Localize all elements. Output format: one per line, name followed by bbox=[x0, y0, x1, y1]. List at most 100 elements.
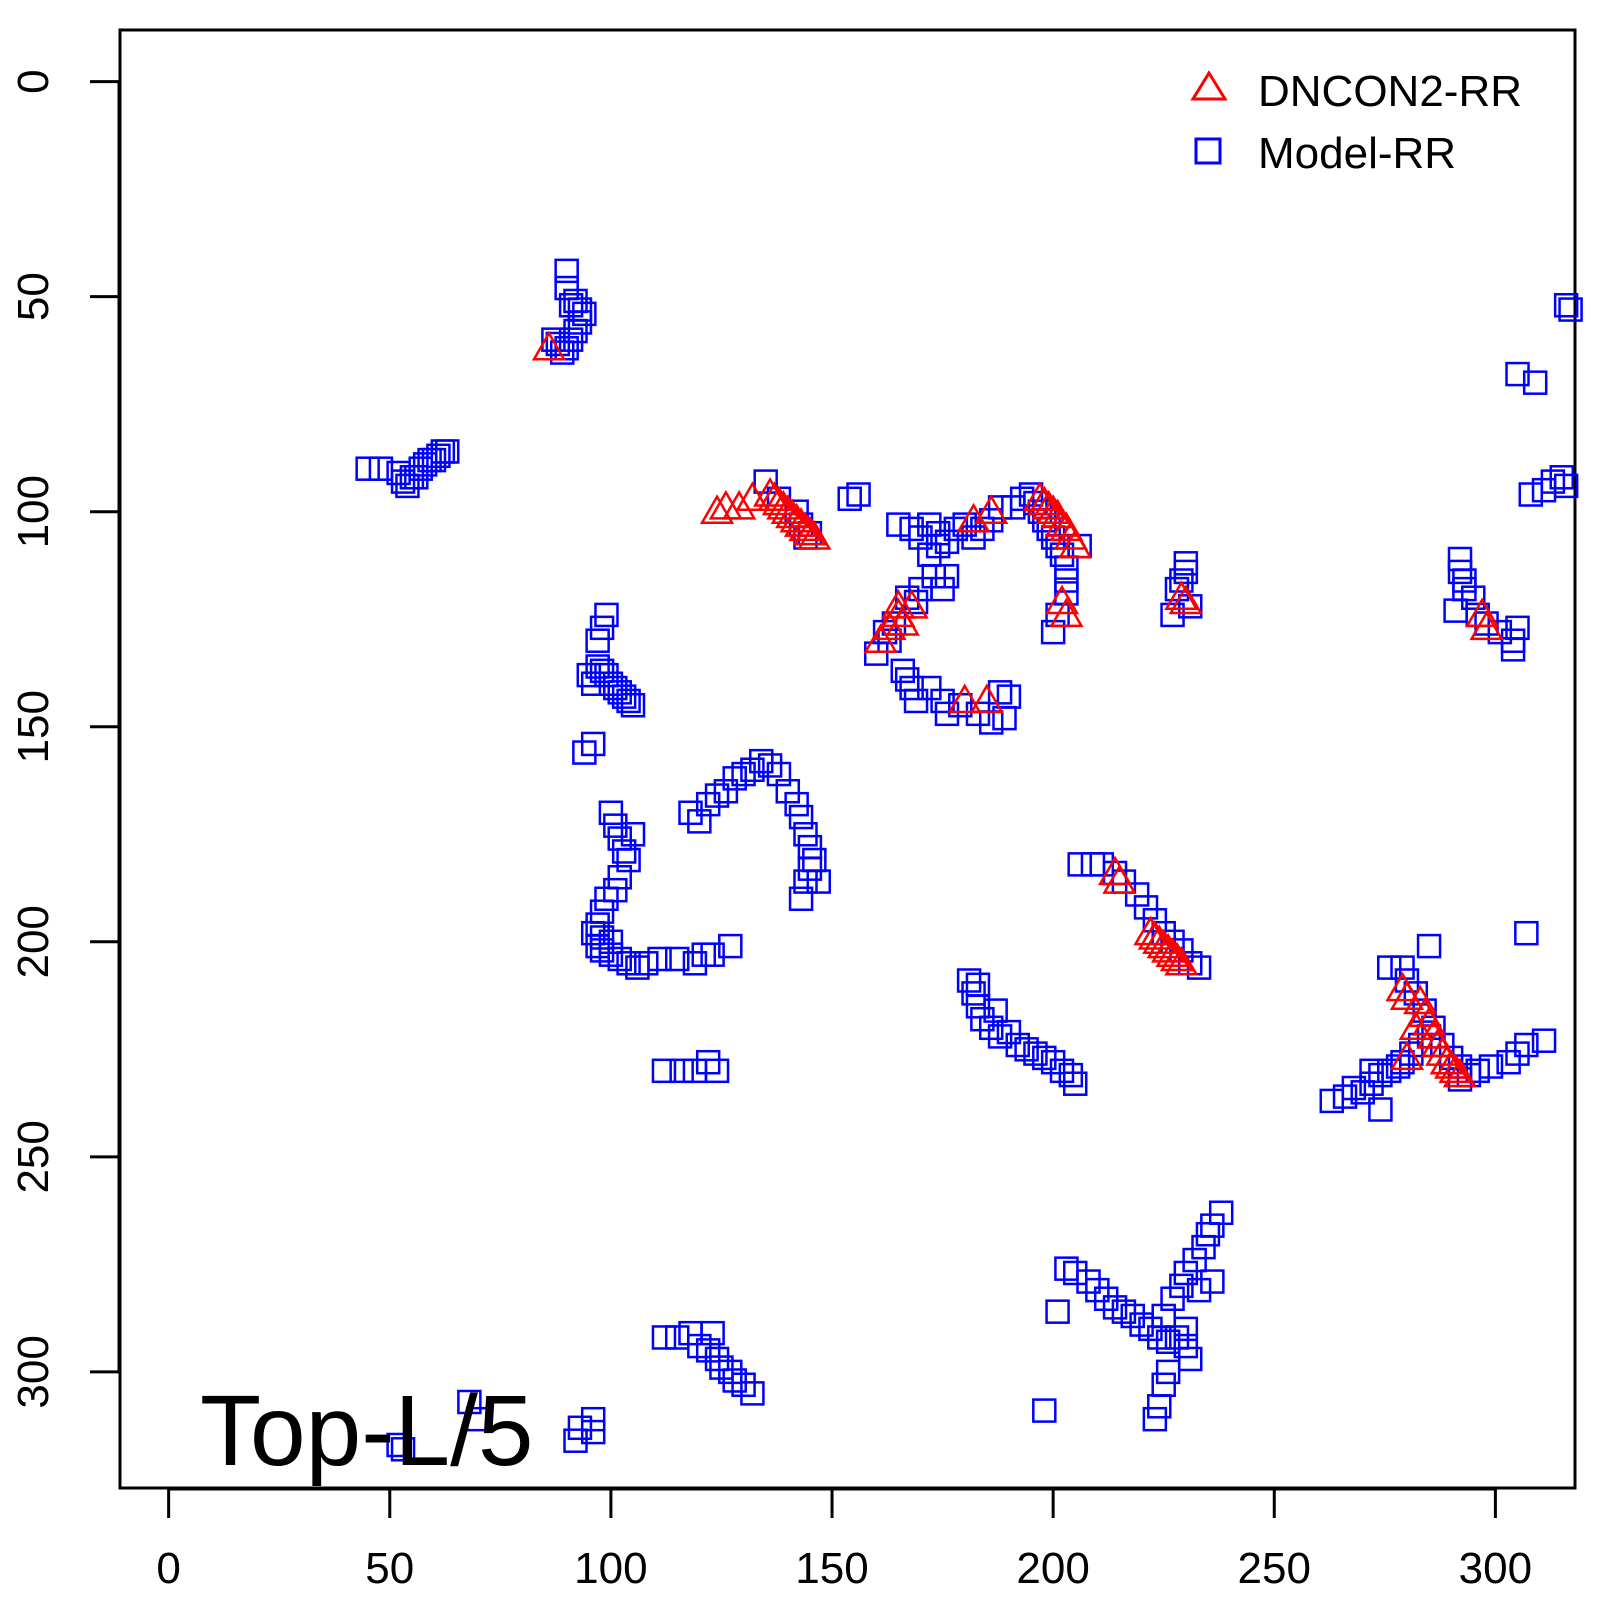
point-model-rr bbox=[695, 1049, 721, 1075]
point-dncon2-rr bbox=[947, 683, 982, 714]
point-model-rr bbox=[934, 563, 960, 589]
point-model-rr bbox=[386, 1432, 411, 1458]
point-model-rr bbox=[722, 766, 747, 791]
point-dncon2-rr bbox=[1442, 1057, 1478, 1088]
point-model-rr bbox=[457, 1389, 482, 1415]
point-dncon2-rr bbox=[894, 588, 929, 619]
point-model-rr bbox=[704, 1346, 730, 1372]
point-model-rr bbox=[1377, 1058, 1402, 1084]
point-model-rr bbox=[700, 1320, 725, 1346]
point-dncon2-rr bbox=[1049, 597, 1084, 628]
point-model-rr bbox=[930, 576, 955, 602]
point-model-rr bbox=[978, 1015, 1004, 1041]
point-model-rr bbox=[793, 822, 818, 847]
point-model-rr bbox=[930, 688, 955, 714]
point-model-rr bbox=[934, 701, 960, 727]
point-model-rr bbox=[1133, 895, 1159, 920]
point-model-rr bbox=[1518, 482, 1544, 507]
point-model-rr bbox=[908, 525, 933, 550]
point-model-rr bbox=[1093, 1286, 1119, 1312]
point-model-rr bbox=[1505, 361, 1530, 387]
y-tick-label: 200 bbox=[9, 905, 58, 978]
point-model-rr bbox=[695, 791, 721, 817]
point-model-rr bbox=[576, 662, 602, 688]
point-dncon2-rr bbox=[797, 520, 832, 550]
point-model-rr bbox=[691, 942, 717, 967]
point-dncon2-rr bbox=[1058, 528, 1093, 559]
point-model-rr bbox=[1487, 619, 1513, 645]
point-model-rr bbox=[1186, 1277, 1212, 1303]
point-model-rr bbox=[1049, 1058, 1075, 1084]
point-model-rr bbox=[934, 529, 960, 555]
point-model-rr bbox=[1076, 1269, 1101, 1294]
plot-frame bbox=[118, 28, 1577, 1490]
point-dncon2-rr bbox=[885, 606, 920, 636]
point-model-rr bbox=[1514, 920, 1539, 946]
point-model-rr bbox=[687, 809, 712, 834]
point-model-rr bbox=[921, 563, 946, 589]
point-model-rr bbox=[1403, 981, 1429, 1006]
point-model-rr bbox=[788, 804, 814, 830]
point-model-rr bbox=[408, 456, 433, 481]
point-model-rr bbox=[611, 684, 637, 709]
y-tick-label: 50 bbox=[9, 272, 58, 321]
point-model-rr bbox=[687, 1333, 712, 1359]
point-model-rr bbox=[753, 469, 778, 494]
point-model-rr bbox=[616, 688, 641, 714]
point-model-rr bbox=[651, 1058, 677, 1084]
legend-marker-model bbox=[1194, 137, 1222, 165]
point-model-rr bbox=[465, 1406, 491, 1432]
point-model-rr bbox=[589, 658, 615, 684]
point-model-rr bbox=[1195, 1221, 1221, 1247]
point-model-rr bbox=[1169, 568, 1194, 593]
point-model-rr bbox=[607, 946, 632, 972]
point-model-rr bbox=[784, 791, 809, 817]
point-model-rr bbox=[961, 525, 986, 550]
point-model-rr bbox=[1505, 1041, 1530, 1066]
point-model-rr bbox=[1063, 1260, 1088, 1286]
point-model-rr bbox=[1120, 1303, 1146, 1329]
point-dncon2-rr bbox=[1044, 584, 1080, 615]
x-axis: 0 50 100 150 200 250 300 bbox=[156, 1487, 1532, 1593]
point-model-rr bbox=[978, 508, 1004, 533]
point-model-rr bbox=[616, 847, 641, 873]
point-model-rr bbox=[749, 748, 774, 774]
point-model-rr bbox=[572, 740, 597, 765]
legend-label-dncon2: DNCON2-RR bbox=[1258, 67, 1522, 116]
point-model-rr bbox=[1558, 297, 1583, 322]
point-model-rr bbox=[970, 1006, 995, 1032]
point-model-rr bbox=[903, 688, 929, 714]
point-model-rr bbox=[607, 680, 632, 705]
point-model-rr bbox=[554, 258, 579, 284]
point-model-rr bbox=[594, 662, 619, 688]
point-model-rr bbox=[1478, 1054, 1504, 1079]
point-model-rr bbox=[1186, 955, 1212, 980]
point-model-rr bbox=[788, 886, 814, 912]
point-model-rr bbox=[1549, 465, 1574, 490]
point-model-rr bbox=[598, 800, 624, 826]
point-dncon2-rr bbox=[699, 494, 735, 524]
point-model-rr bbox=[917, 675, 942, 701]
point-model-rr bbox=[890, 658, 916, 684]
point-model-rr bbox=[1089, 852, 1115, 877]
point-model-rr bbox=[541, 327, 566, 352]
point-model-rr bbox=[682, 1058, 708, 1084]
point-model-rr bbox=[757, 753, 783, 778]
point-model-rr bbox=[572, 301, 597, 327]
point-model-rr bbox=[1045, 1299, 1070, 1324]
point-dncon2-rr bbox=[1438, 1053, 1473, 1084]
point-dncon2-rr bbox=[1464, 597, 1500, 628]
point-model-rr bbox=[1124, 882, 1150, 907]
point-model-rr bbox=[695, 1338, 721, 1363]
point-dncon2-rr bbox=[721, 489, 757, 520]
point-model-rr bbox=[1385, 1054, 1411, 1079]
point-model-rr bbox=[1102, 1295, 1128, 1320]
point-model-rr bbox=[722, 1368, 747, 1393]
point-model-rr bbox=[1160, 1286, 1185, 1312]
point-model-rr bbox=[704, 1058, 730, 1084]
point-model-rr bbox=[1080, 852, 1106, 877]
x-tick-label: 150 bbox=[795, 1544, 868, 1593]
point-model-rr bbox=[616, 951, 641, 976]
point-model-rr bbox=[669, 1058, 694, 1084]
